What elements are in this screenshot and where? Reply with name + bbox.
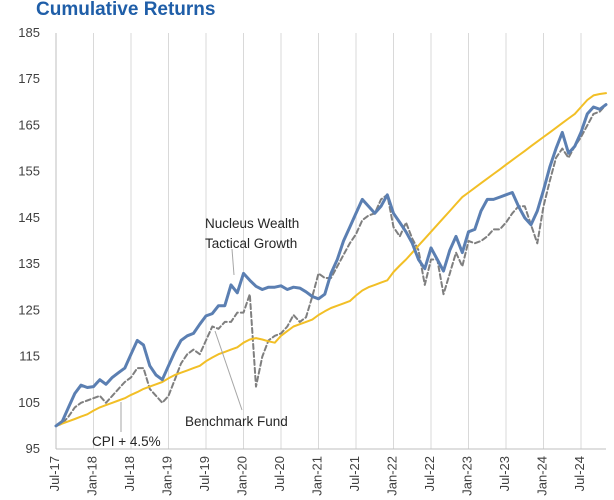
y-tick-label: 95 bbox=[26, 441, 40, 456]
x-tick-label: Jul-18 bbox=[122, 456, 137, 491]
annotations: Nucleus Wealth Tactical Growth Benchmark F… bbox=[92, 216, 299, 449]
annotation-nucleus-text: Tactical Growth bbox=[205, 236, 297, 251]
x-tick-label: Jan-19 bbox=[160, 456, 175, 496]
x-tick-label: Jan-20 bbox=[235, 456, 250, 496]
y-tick-label: 125 bbox=[18, 302, 40, 317]
annotation-benchmark-leader bbox=[214, 330, 243, 411]
series-lines bbox=[54, 92, 608, 428]
x-tick-label: Jul-24 bbox=[572, 456, 587, 491]
x-tick-label: Jul-22 bbox=[422, 456, 437, 491]
annotation-nucleus-text: Nucleus Wealth bbox=[205, 216, 299, 231]
x-tick-label: Jul-20 bbox=[272, 456, 287, 491]
x-tick-label: Jan-22 bbox=[385, 456, 400, 496]
chart-title: Cumulative Returns bbox=[36, 0, 216, 20]
y-tick-label: 175 bbox=[18, 71, 40, 86]
annotation-benchmark-text: Benchmark Fund bbox=[185, 414, 288, 429]
x-tick-label: Jul-19 bbox=[197, 456, 212, 491]
gridlines bbox=[55, 33, 582, 449]
y-tick-label: 135 bbox=[18, 256, 40, 271]
y-tick-label: 145 bbox=[18, 210, 40, 225]
y-tick-label: 185 bbox=[18, 25, 40, 40]
x-tick-label: Jan-21 bbox=[310, 456, 325, 496]
x-tick-label: Jan-24 bbox=[535, 456, 550, 496]
y-tick-label: 115 bbox=[19, 349, 40, 364]
y-tick-label: 105 bbox=[18, 395, 40, 410]
y-tick-label: 155 bbox=[18, 164, 40, 179]
annotation-nucleus-leader bbox=[231, 248, 235, 276]
x-tick-label: Jan-18 bbox=[85, 456, 100, 496]
annotation-cpi-text: CPI + 4.5% bbox=[92, 434, 161, 449]
x-tick-label: Jul-21 bbox=[347, 456, 362, 491]
series-line bbox=[54, 103, 608, 428]
x-tick-label: Jan-23 bbox=[460, 456, 475, 496]
x-tick-label: Jul-17 bbox=[47, 456, 62, 491]
x-tick-label: Jul-23 bbox=[497, 456, 512, 491]
axes: 95 105 115 125 135 145 155 165 175 185 Jul-17 Jan-1… bbox=[18, 25, 606, 496]
series-line bbox=[55, 92, 607, 427]
y-tick-label: 165 bbox=[18, 117, 40, 132]
